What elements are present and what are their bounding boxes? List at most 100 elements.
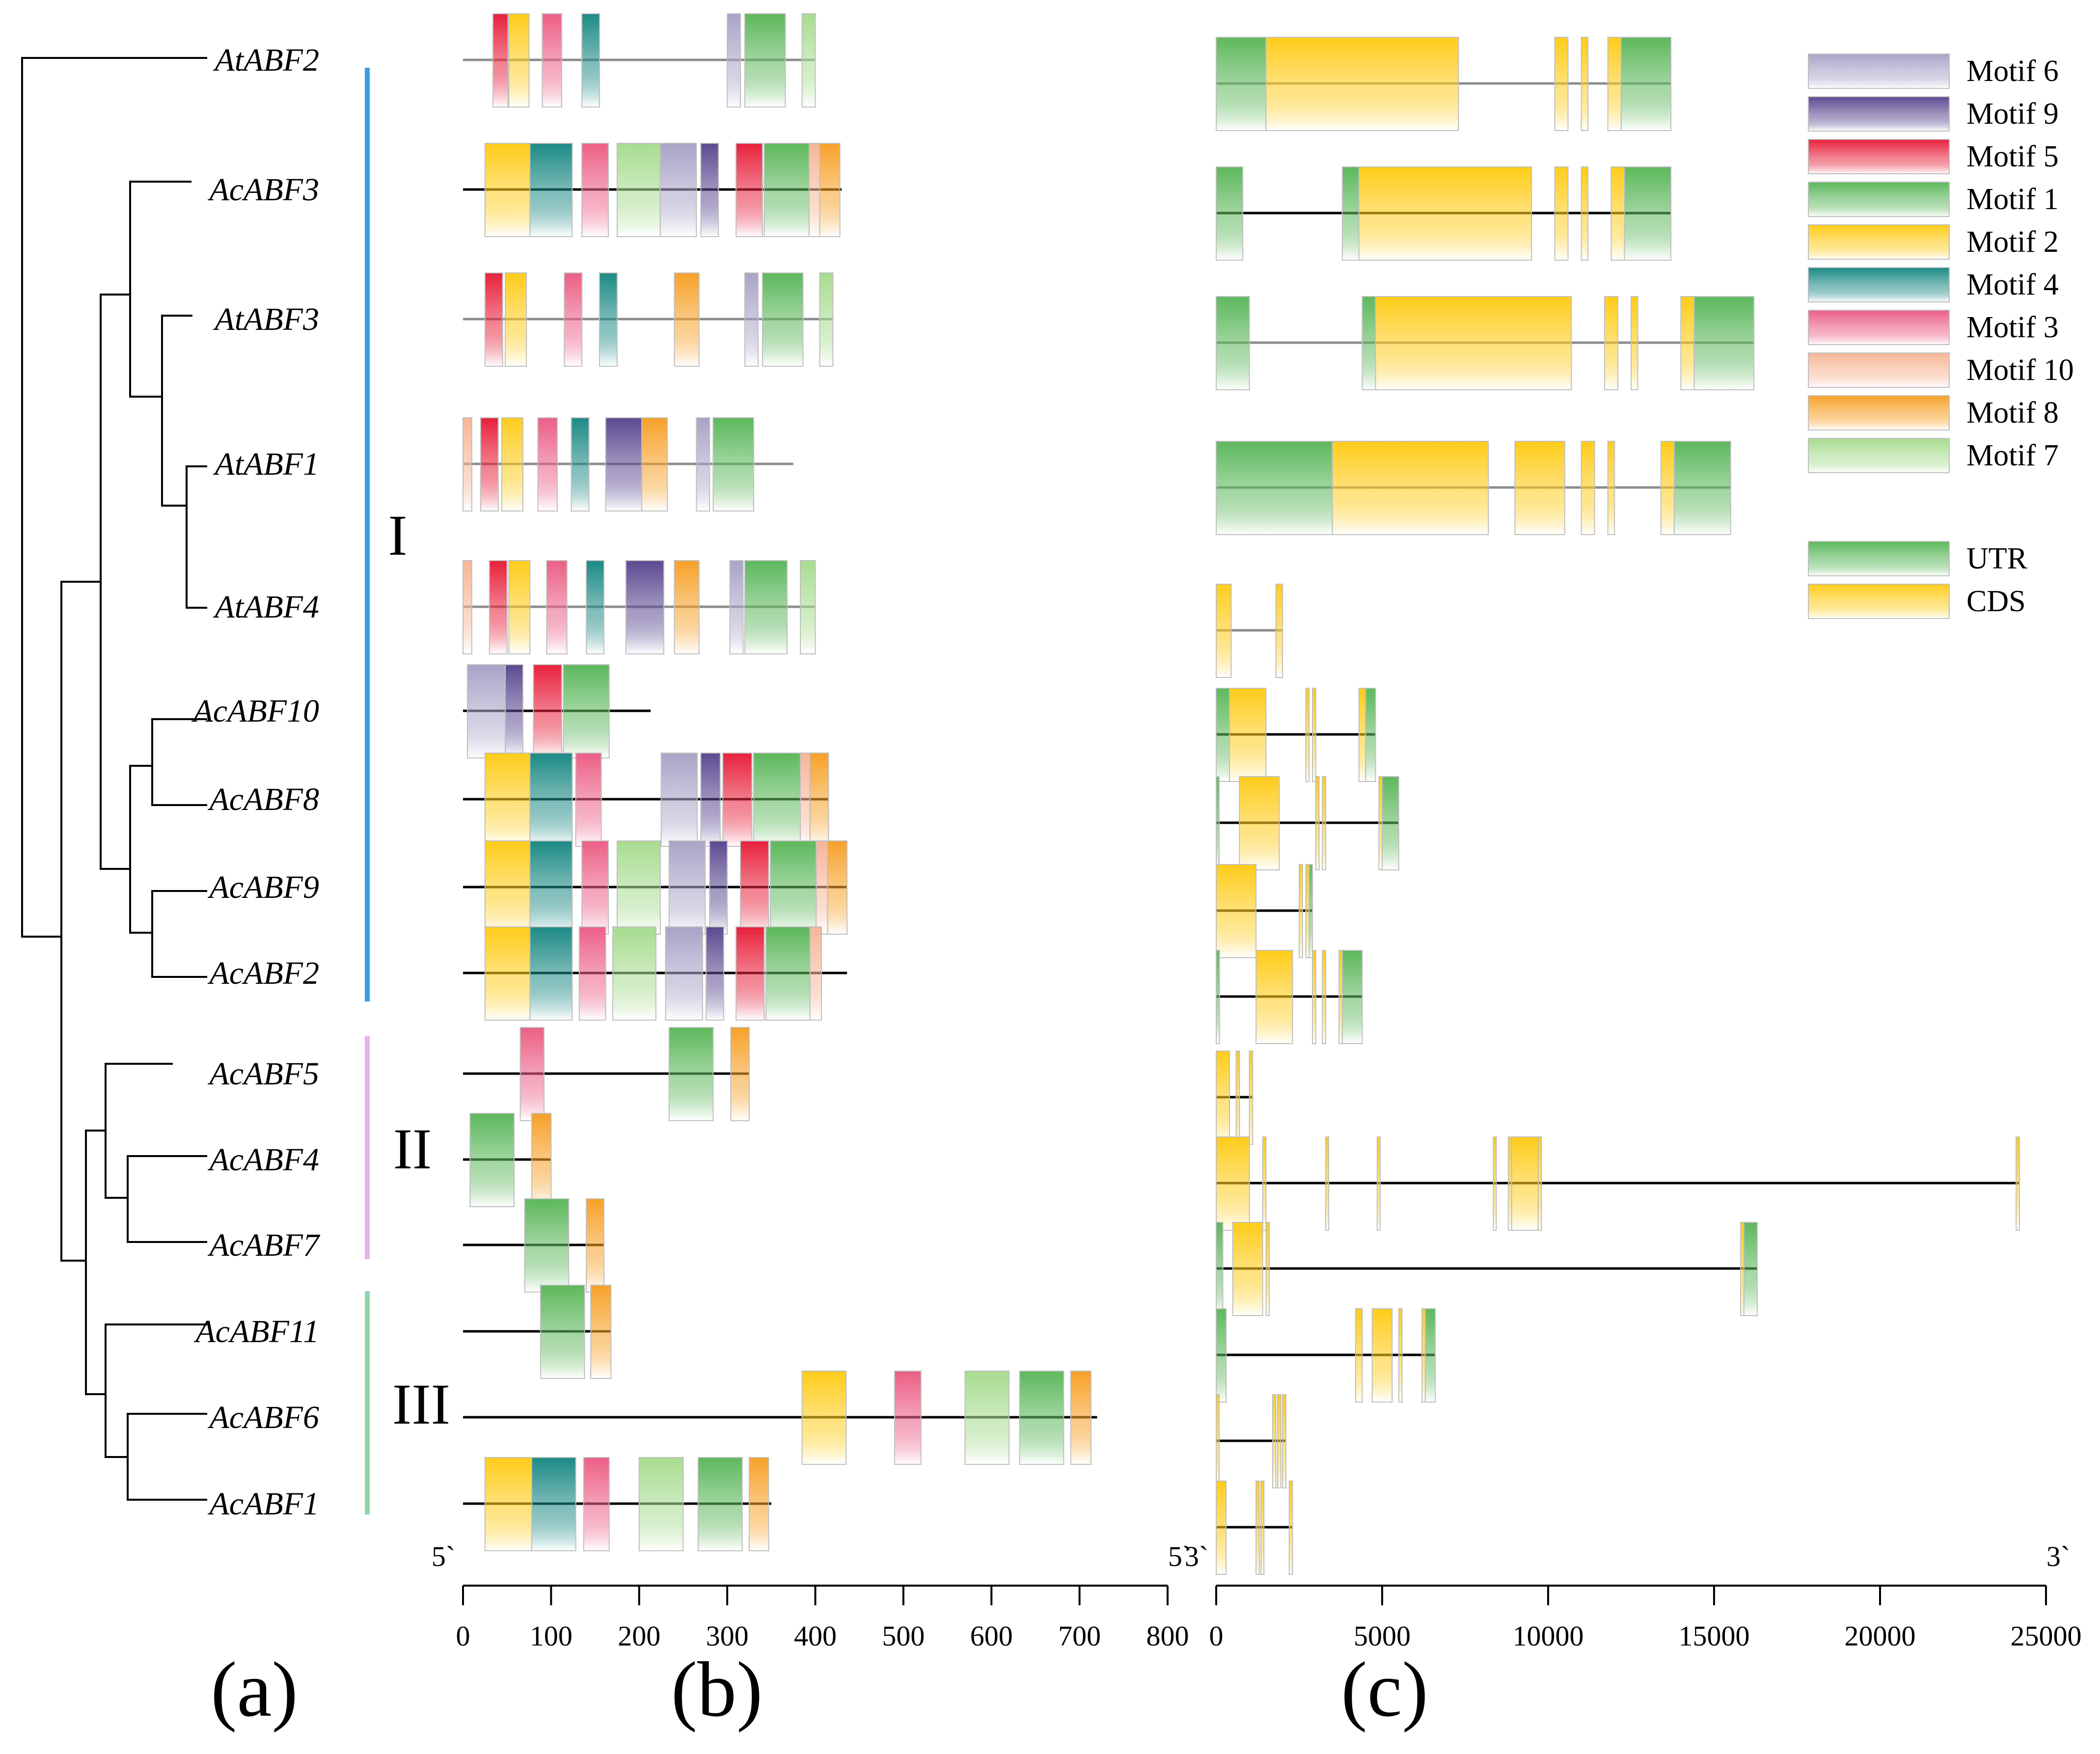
legend-label: Motif 1 xyxy=(1966,183,2059,216)
cds-block xyxy=(1507,1136,1512,1231)
cds-block xyxy=(1216,584,1232,678)
cds-block xyxy=(1358,166,1532,261)
utr-block xyxy=(1693,296,1755,390)
utr-block xyxy=(1341,950,1363,1044)
legend-swatch xyxy=(1808,182,1950,217)
axis-tick-label: 0 xyxy=(456,1620,470,1652)
gene-structure-row-atabf2 xyxy=(1216,37,1672,131)
motif-box-3 xyxy=(583,1457,610,1551)
gene-structure-row-atabf1 xyxy=(1216,441,1731,535)
motif-box-4 xyxy=(529,840,573,935)
motif-box-9 xyxy=(700,143,719,237)
motif-box-4 xyxy=(571,417,590,512)
motif-row-atabf3 xyxy=(463,272,834,367)
motif-box-3 xyxy=(894,1371,922,1465)
motif-box-4 xyxy=(529,926,573,1021)
motif-axis: 0 100 200 300 400 500 600 700 800 5` 5` xyxy=(432,1540,1192,1652)
axis-end-label-left: 3` xyxy=(1185,1540,1208,1572)
gene-axis: 0 5000 10000 15000 20000 25000 3` 3` xyxy=(1185,1540,2082,1652)
motif-box-1 xyxy=(524,1198,570,1293)
motif-box-10 xyxy=(808,143,820,237)
motif-panel xyxy=(463,13,1097,1551)
motif-box-7 xyxy=(612,926,656,1021)
cds-block xyxy=(2016,1136,2020,1231)
axis-tick-label: 25000 xyxy=(2011,1620,2082,1652)
utr-block xyxy=(1216,776,1220,870)
axis-tick-label: 200 xyxy=(618,1620,660,1652)
legend-swatch xyxy=(1808,54,1950,89)
utr-block xyxy=(1216,688,1230,782)
axes: 0 100 200 300 400 500 600 700 800 5` 5` 0 5000 10000 1… xyxy=(432,1540,2082,1652)
motif-box-4 xyxy=(599,272,618,367)
legend-item-motif-2: Motif 2 xyxy=(1808,224,2059,260)
gene-structure-row-acabf10 xyxy=(1216,688,1376,782)
cds-block xyxy=(1265,37,1459,131)
legend-label: Motif 4 xyxy=(1966,268,2059,301)
motif-box-5 xyxy=(484,272,503,367)
motif-box-10 xyxy=(463,560,472,654)
gene-label-acabf8: AcABF8 xyxy=(207,782,319,817)
motif-box-5 xyxy=(736,926,765,1021)
motif-box-5 xyxy=(533,664,562,758)
motif-box-3 xyxy=(564,272,583,367)
panel-labels: (a) (b) (c) xyxy=(211,1646,1428,1733)
legend-label: Motif 3 xyxy=(1966,311,2059,344)
legend-swatch xyxy=(1808,584,1950,619)
motif-box-2 xyxy=(508,13,530,108)
motif-box-8 xyxy=(641,417,668,512)
motif-box-4 xyxy=(581,13,600,108)
motif-box-2 xyxy=(508,560,531,654)
legend-swatch xyxy=(1808,224,1950,260)
gene-structure-panel xyxy=(1216,37,2020,1575)
legend-swatch xyxy=(1808,352,1950,388)
motif-box-10 xyxy=(809,926,822,1021)
motif-box-6 xyxy=(729,560,744,654)
motif-box-10 xyxy=(800,753,811,847)
group-label-ii: II xyxy=(393,1117,432,1181)
legend-item-motif-7: Motif 7 xyxy=(1808,438,2059,473)
group-bar-ii xyxy=(365,1036,370,1259)
gene-structure-row-acabf7 xyxy=(1216,1222,1758,1316)
legend-label: Motif 10 xyxy=(1966,353,2074,387)
utr-block xyxy=(1216,950,1220,1044)
axis-end-label-right: 5` xyxy=(1168,1540,1192,1572)
cds-block xyxy=(1581,37,1589,131)
cds-block xyxy=(1299,864,1303,958)
cds-block xyxy=(1216,1051,1230,1145)
cds-block xyxy=(1375,296,1572,390)
motif-box-3 xyxy=(581,840,609,935)
cds-block xyxy=(1232,1222,1263,1316)
gene-structure-row-acabf5 xyxy=(1216,1051,1254,1145)
group-label-iii: III xyxy=(392,1372,450,1436)
cds-block xyxy=(1235,1051,1240,1145)
cds-block xyxy=(1260,1481,1265,1575)
motif-box-2 xyxy=(505,272,527,367)
cds-block xyxy=(1581,166,1589,261)
motif-box-2 xyxy=(801,1371,847,1465)
cds-block xyxy=(1262,1136,1267,1231)
axis-tick-label: 600 xyxy=(970,1620,1013,1652)
cds-block xyxy=(1255,950,1293,1044)
motif-box-3 xyxy=(542,13,562,108)
panel-label-b: (b) xyxy=(671,1646,763,1733)
axis-tick-label: 10000 xyxy=(1513,1620,1584,1652)
gene-label-atabf4: AtABF4 xyxy=(213,589,319,625)
motif-box-4 xyxy=(531,1457,576,1551)
legend-swatch xyxy=(1808,395,1950,431)
motif-box-8 xyxy=(827,840,848,935)
legend-item-cds: CDS xyxy=(1808,584,2026,619)
motif-box-8 xyxy=(748,1457,769,1551)
motif-box-1 xyxy=(469,1113,515,1207)
motif-row-acabf11 xyxy=(463,1285,612,1379)
gene-structure-row-acabf3 xyxy=(1216,166,1672,261)
group-bar-iii xyxy=(365,1291,370,1514)
cds-block xyxy=(1216,1394,1220,1488)
legend-label: Motif 6 xyxy=(1966,54,2059,88)
gene-label-acabf2: AcABF2 xyxy=(207,955,319,991)
motif-box-7 xyxy=(964,1371,1010,1465)
motif-box-2 xyxy=(484,753,531,847)
cds-block xyxy=(1265,1222,1270,1316)
gene-label-acabf9: AcABF9 xyxy=(207,869,319,905)
legend-item-motif-10: Motif 10 xyxy=(1808,352,2074,388)
cds-block xyxy=(1322,776,1327,870)
